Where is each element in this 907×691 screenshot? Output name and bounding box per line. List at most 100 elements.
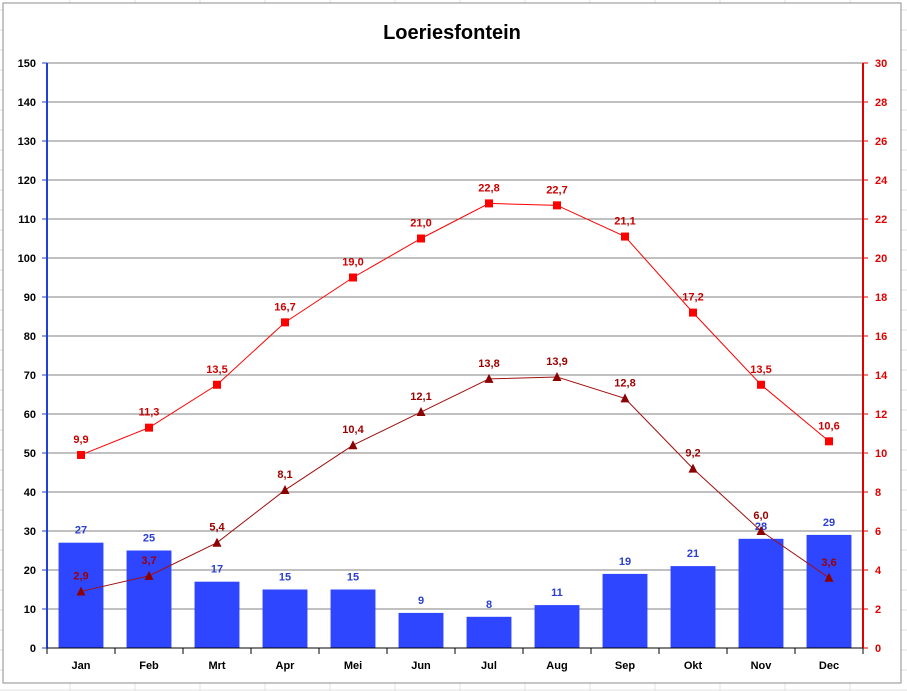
right-tick-label: 24 <box>875 175 888 187</box>
left-tick-label: 110 <box>18 214 36 226</box>
plot-area: 0102030405060708090100110120130140150024… <box>18 58 888 672</box>
line-data-label: 16,7 <box>274 301 295 313</box>
right-tick-label: 8 <box>875 487 881 499</box>
right-tick-label: 4 <box>875 565 882 577</box>
square-marker <box>553 201 561 210</box>
square-marker <box>77 450 85 459</box>
bar-data-label: 27 <box>75 525 87 537</box>
x-tick-label: Jun <box>411 660 431 672</box>
bar <box>534 605 580 648</box>
line-data-label: 13,9 <box>546 356 567 368</box>
line-data-label: 3,6 <box>821 557 836 569</box>
right-tick-label: 0 <box>875 643 881 655</box>
square-marker <box>145 423 153 432</box>
triangle-marker <box>416 407 426 417</box>
square-marker <box>689 308 697 317</box>
line-data-label: 11,3 <box>139 407 160 419</box>
line-data-label: 12,1 <box>410 391 431 403</box>
x-tick-label: Apr <box>276 660 296 672</box>
line-data-label: 13,5 <box>206 364 227 376</box>
right-tick-label: 10 <box>875 448 887 460</box>
bar <box>738 538 784 648</box>
line-data-label: 9,9 <box>73 434 88 446</box>
bar <box>126 550 172 648</box>
bar <box>670 566 716 648</box>
triangle-marker <box>756 526 766 535</box>
line-data-label: 3,7 <box>141 555 156 567</box>
bar <box>262 589 308 648</box>
line-data-label: 19,0 <box>342 257 363 269</box>
left-tick-label: 70 <box>24 370 36 382</box>
right-tick-label: 14 <box>875 370 888 382</box>
bar-data-label: 19 <box>619 556 631 568</box>
bar <box>602 573 648 648</box>
line-data-label: 10,6 <box>818 420 839 432</box>
right-tick-label: 20 <box>875 253 887 265</box>
series-line <box>80 376 830 592</box>
x-tick-label: Aug <box>546 660 567 672</box>
triangle-marker <box>348 440 358 450</box>
triangle-marker <box>484 373 494 383</box>
chart-title: Loeriesfontein <box>383 22 521 44</box>
bar-data-label: 9 <box>418 595 424 607</box>
x-tick-label: Mei <box>344 660 362 672</box>
square-marker <box>349 273 357 282</box>
square-marker <box>417 234 425 243</box>
bar <box>330 589 376 648</box>
left-tick-label: 10 <box>24 604 36 616</box>
line-data-label: 17,2 <box>682 292 703 304</box>
line-data-label: 9,2 <box>685 448 700 460</box>
bar <box>466 616 512 648</box>
left-tick-label: 0 <box>30 643 36 655</box>
line-data-label: 13,8 <box>478 358 499 370</box>
line-data-label: 21,0 <box>410 218 431 230</box>
x-tick-label: Feb <box>139 660 159 672</box>
left-tick-label: 100 <box>18 253 36 265</box>
triangle-marker <box>144 570 154 580</box>
left-tick-label: 130 <box>18 136 36 148</box>
line-data-label: 22,7 <box>546 184 567 196</box>
left-tick-label: 60 <box>24 409 36 421</box>
x-tick-label: Jul <box>481 660 497 672</box>
left-tick-label: 20 <box>24 565 36 577</box>
square-marker <box>621 232 629 241</box>
line-data-label: 13,5 <box>750 364 771 376</box>
bar-data-label: 25 <box>143 533 155 545</box>
x-tick-label: Mrt <box>208 660 225 672</box>
plot-background <box>47 63 863 648</box>
x-tick-label: Nov <box>751 660 773 672</box>
line-data-label: 22,8 <box>478 182 499 194</box>
square-marker <box>757 380 765 389</box>
left-tick-label: 90 <box>24 292 36 304</box>
right-tick-label: 6 <box>875 526 881 538</box>
left-tick-label: 140 <box>18 97 36 109</box>
right-tick-label: 2 <box>875 604 881 616</box>
x-tick-label: Jan <box>72 660 91 672</box>
triangle-marker <box>824 572 834 582</box>
triangle-marker <box>76 586 86 596</box>
triangle-marker <box>620 393 630 403</box>
bar-data-label: 15 <box>347 572 359 584</box>
triangle-marker <box>212 537 222 547</box>
triangle-marker <box>280 485 290 495</box>
square-marker <box>281 318 289 327</box>
x-tick-label: Okt <box>684 660 703 672</box>
bar <box>398 612 444 648</box>
line-data-label: 10,4 <box>342 424 364 436</box>
left-tick-label: 50 <box>24 448 36 460</box>
square-marker <box>485 199 493 208</box>
square-marker <box>213 380 221 389</box>
triangle-marker <box>552 371 562 381</box>
left-tick-label: 80 <box>24 331 36 343</box>
right-tick-label: 22 <box>875 214 887 226</box>
x-tick-label: Dec <box>819 660 839 672</box>
right-tick-label: 18 <box>875 292 887 304</box>
bar-data-label: 17 <box>211 564 223 576</box>
bar-data-label: 8 <box>486 599 492 611</box>
line-data-label: 8,1 <box>277 469 292 481</box>
line-data-label: 21,1 <box>614 216 635 228</box>
x-tick-label: Sep <box>615 660 635 672</box>
line-data-label: 6,0 <box>753 510 768 522</box>
left-tick-label: 120 <box>18 175 36 187</box>
